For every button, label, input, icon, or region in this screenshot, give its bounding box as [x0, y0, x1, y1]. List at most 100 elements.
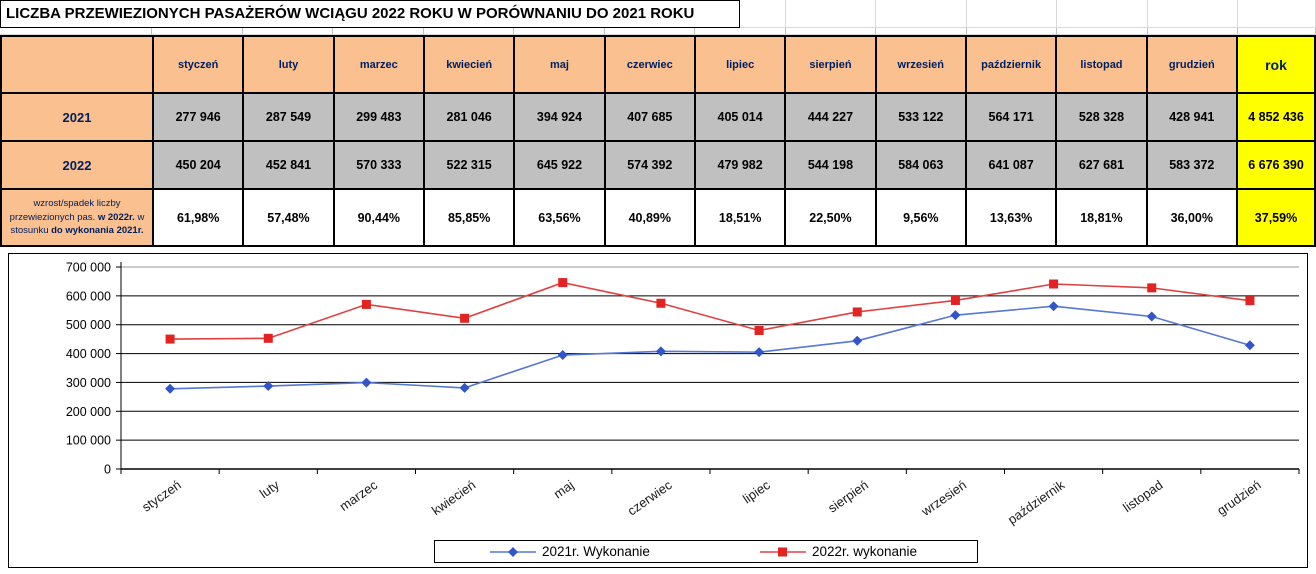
x-axis-label: sierpień — [825, 477, 871, 515]
legend-diamond-icon — [489, 546, 536, 557]
passenger-chart: 0 100 000 200 000 300 000 400 000 500 000 600 … — [8, 253, 1308, 568]
month-header-cell: czerwiec — [603, 35, 696, 94]
percent-cell: 57,48% — [242, 188, 335, 247]
value-cell: 450 204 — [151, 140, 245, 190]
grid-cell — [0, 28, 152, 35]
diamond-marker — [557, 350, 568, 361]
diamond-marker — [655, 346, 666, 357]
y-axis-label: 100 000 — [66, 434, 111, 448]
chart-legend: 2021r. Wykonanie 2022r. wykonanie — [433, 540, 979, 563]
diamond-marker — [1146, 311, 1157, 322]
month-header-cell: październik — [964, 35, 1058, 94]
value-cell: 583 372 — [1145, 140, 1239, 190]
y-axis-label: 200 000 — [66, 405, 111, 419]
month-header-cell: lipiec — [693, 35, 787, 94]
diamond-marker — [1048, 301, 1059, 312]
square-marker — [754, 325, 764, 335]
percent-cell: 61,98% — [151, 188, 245, 247]
grid-cell — [514, 28, 605, 35]
table-row: 2022 450 204 452 841 570 333 522 315 645 922 5… — [0, 140, 1316, 190]
value-cell: 428 941 — [1145, 92, 1239, 142]
value-cell: 452 841 — [242, 140, 335, 190]
total-cell: 6 676 390 — [1236, 140, 1316, 190]
value-cell: 645 922 — [513, 140, 606, 190]
grid-cell — [333, 28, 424, 35]
month-header-cell: styczeń — [151, 35, 245, 94]
grid-cell — [1147, 0, 1238, 28]
value-cell: 281 046 — [422, 92, 516, 142]
table-header-row: styczeń luty marzec kwiecień maj czerwiec lipi… — [0, 35, 1316, 94]
grid-cell — [1147, 28, 1238, 35]
percent-cell: 90,44% — [332, 188, 425, 247]
value-cell: 574 392 — [603, 140, 696, 190]
grid-cell — [876, 0, 967, 28]
x-axis-label: październik — [1005, 477, 1068, 527]
header-corner-cell — [0, 35, 154, 94]
square-marker — [656, 298, 666, 308]
month-header-cell: listopad — [1055, 35, 1148, 94]
year-total-header-cell: rok — [1236, 35, 1316, 94]
value-cell: 544 198 — [784, 140, 877, 190]
legend-entry: 2022r. wykonanie — [759, 544, 918, 559]
percent-total-cell: 37,59% — [1236, 188, 1316, 247]
percent-cell: 22,50% — [784, 188, 877, 247]
square-marker — [165, 334, 175, 344]
square-marker — [950, 295, 960, 305]
percent-cell: 13,63% — [964, 188, 1058, 247]
diamond-marker — [1244, 340, 1255, 351]
value-cell: 627 681 — [1055, 140, 1148, 190]
value-cell: 479 982 — [693, 140, 787, 190]
grid-cell — [966, 28, 1057, 35]
value-cell: 564 171 — [964, 92, 1058, 142]
legend-square-icon — [759, 547, 806, 556]
grid-cell — [876, 28, 967, 35]
value-cell: 277 946 — [151, 92, 245, 142]
total-cell: 4 852 436 — [1236, 92, 1316, 142]
value-cell: 394 924 — [513, 92, 606, 142]
percent-cell: 63,56% — [513, 188, 606, 247]
y-axis-label: 500 000 — [66, 318, 111, 332]
grid-cell — [604, 28, 695, 35]
year-label-cell: 2022 — [0, 140, 154, 190]
growth-label-cell: wzrost/spadek liczby przewiezionych pas.… — [0, 188, 154, 247]
diamond-marker — [263, 381, 274, 392]
square-marker — [852, 307, 862, 317]
x-axis-label: styczeń — [139, 477, 184, 515]
value-cell: 528 328 — [1055, 92, 1148, 142]
square-marker — [1245, 296, 1255, 306]
y-axis-label: 0 — [104, 463, 111, 477]
value-cell: 522 315 — [422, 140, 516, 190]
square-marker — [263, 333, 273, 343]
x-axis-label: luty — [257, 477, 283, 501]
percent-cell: 85,85% — [422, 188, 516, 247]
percent-cell: 40,89% — [603, 188, 696, 247]
x-axis-label: maj — [551, 477, 577, 501]
x-axis-label: grudzień — [1214, 477, 1263, 518]
grid-cell — [1057, 28, 1148, 35]
x-axis-label: marzec — [337, 477, 381, 514]
diamond-marker — [459, 382, 470, 393]
y-axis-label: 600 000 — [66, 289, 111, 303]
grid-cell — [423, 28, 514, 35]
x-axis-label: wrzesień — [918, 477, 969, 519]
percent-cell: 18,51% — [693, 188, 787, 247]
value-cell: 444 227 — [784, 92, 877, 142]
percent-cell: 36,00% — [1145, 188, 1239, 247]
passenger-table: styczeń luty marzec kwiecień maj czerwiec lipi… — [0, 35, 1316, 247]
square-marker — [1147, 283, 1157, 293]
y-axis-label: 700 000 — [66, 261, 111, 275]
x-axis-label: listopad — [1120, 477, 1165, 515]
square-marker — [1049, 279, 1059, 289]
grid-cell — [152, 28, 243, 35]
year-label-cell: 2021 — [0, 92, 154, 142]
y-axis-label: 300 000 — [66, 376, 111, 390]
legend-label: 2022r. wykonanie — [811, 544, 918, 559]
grid-cell — [739, 0, 786, 28]
grid-cell — [785, 28, 876, 35]
value-cell: 570 333 — [332, 140, 425, 190]
legend-label: 2021r. Wykonanie — [541, 544, 650, 559]
month-header-cell: wrzesień — [874, 35, 967, 94]
chart-plot-area: 0 100 000 200 000 300 000 400 000 500 000 600 … — [9, 254, 1307, 567]
percent-cell: 18,81% — [1055, 188, 1148, 247]
